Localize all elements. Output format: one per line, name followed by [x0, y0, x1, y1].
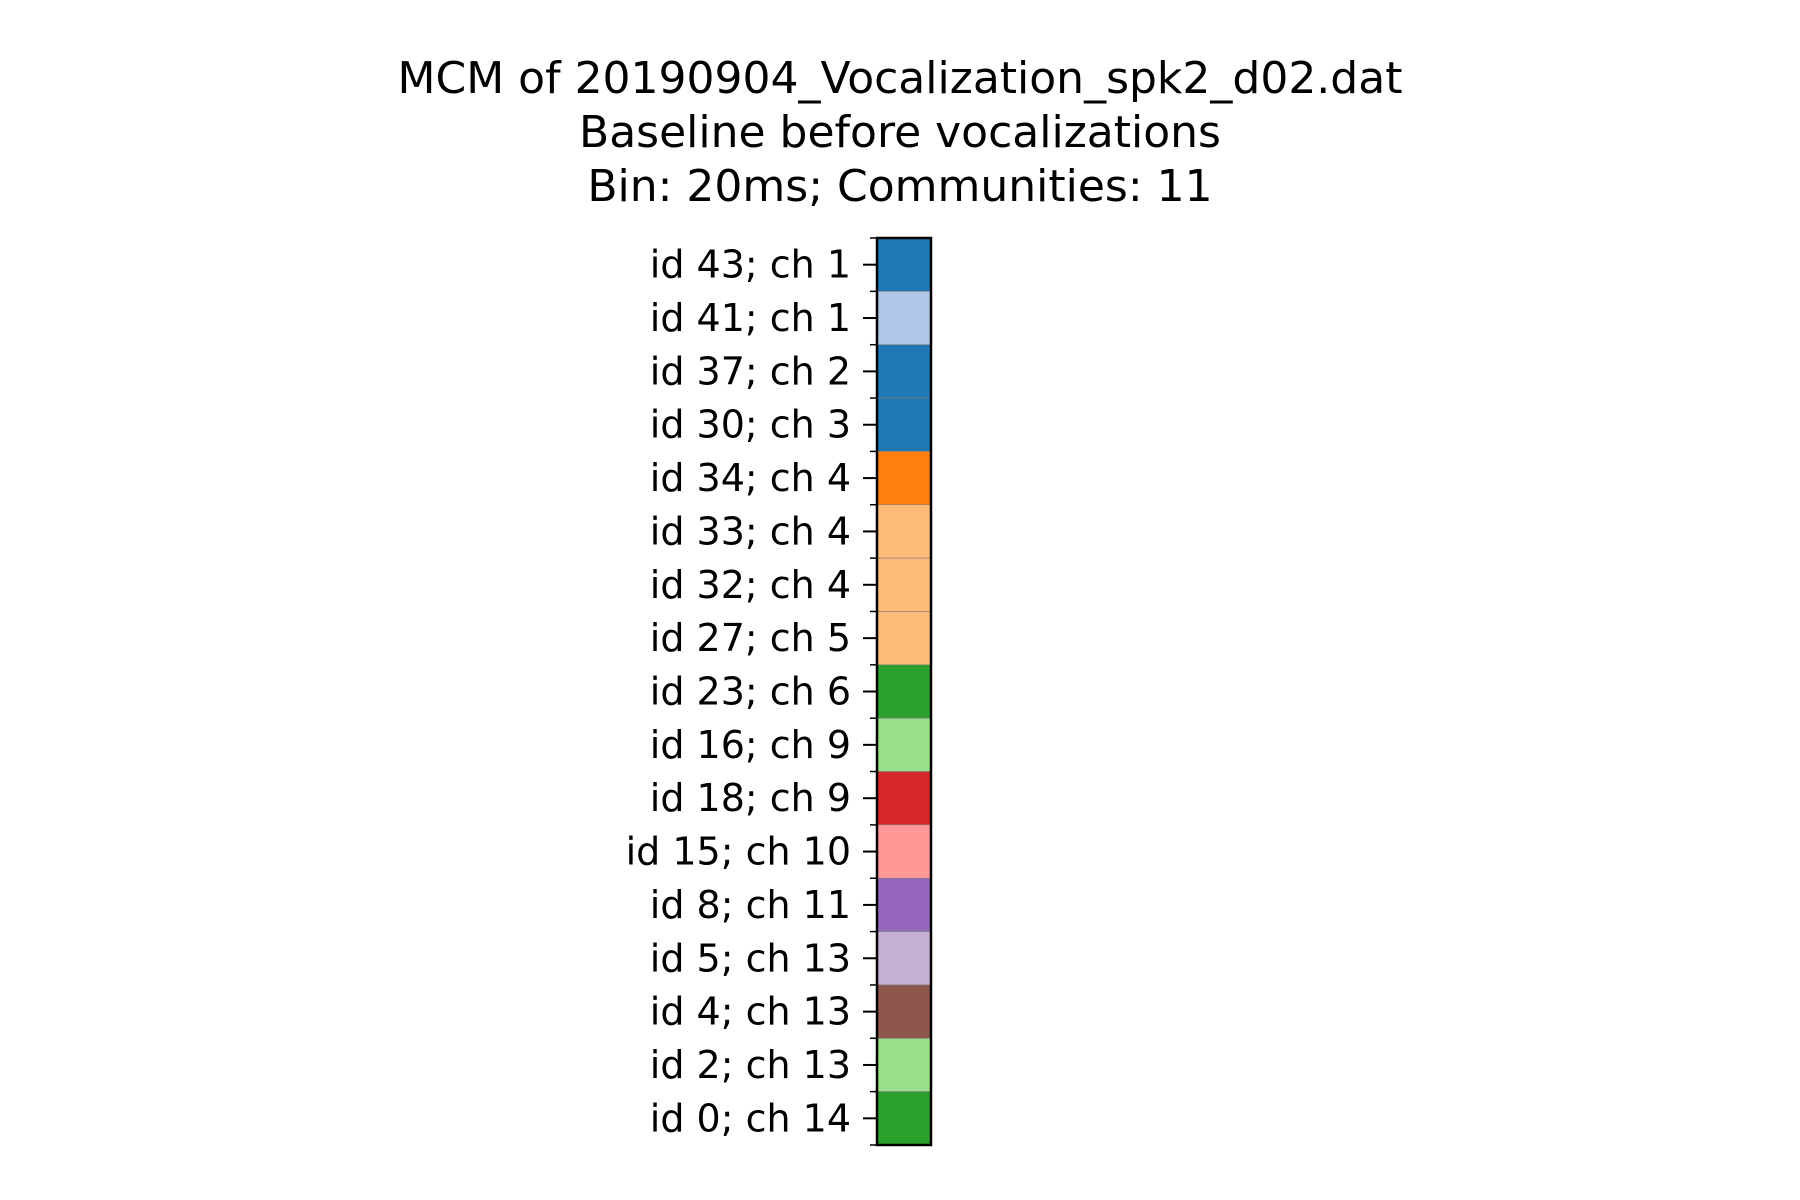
chart-title-block: MCM of 20190904_Vocalization_spk2_d02.da… — [0, 52, 1800, 214]
community-cell — [876, 504, 932, 559]
y-tick-label: id 27; ch 5 — [650, 616, 851, 660]
chart-title: MCM of 20190904_Vocalization_spk2_d02.da… — [397, 53, 1403, 104]
community-cell — [876, 664, 932, 719]
community-cell — [876, 931, 932, 986]
y-tick-label: id 5; ch 13 — [650, 936, 851, 980]
y-tick-label: id 41; ch 1 — [650, 296, 851, 340]
community-cell — [876, 611, 932, 666]
chart-subtitle: Baseline before vocalizations — [579, 107, 1221, 158]
community-cell — [876, 984, 932, 1039]
y-tick-label: id 43; ch 1 — [650, 243, 851, 287]
community-cell — [876, 1091, 932, 1146]
community-cells — [876, 237, 932, 1146]
community-cell — [876, 291, 932, 346]
y-axis-ticks — [863, 237, 877, 1146]
y-tick-label: id 15; ch 10 — [626, 830, 851, 874]
community-cell — [876, 397, 932, 452]
y-axis-tick-labels: id 43; ch 1 id 41; ch 1 id 37; ch 2 id 30; … — [626, 243, 851, 1141]
y-tick-label: id 23; ch 6 — [650, 670, 851, 714]
plot-frame — [875, 236, 933, 1147]
y-tick-label: id 16; ch 9 — [650, 723, 851, 767]
y-tick-label: id 8; ch 11 — [650, 883, 851, 927]
y-tick-label: id 37; ch 2 — [650, 349, 851, 393]
y-tick-label: id 4; ch 13 — [650, 990, 851, 1034]
community-cell — [876, 717, 932, 772]
y-tick-label: id 0; ch 14 — [650, 1096, 851, 1140]
y-tick-label: id 34; ch 4 — [650, 456, 851, 500]
chart-subtitle-bin-communities: Bin: 20ms; Communities: 11 — [587, 161, 1213, 212]
community-cell — [876, 344, 932, 399]
y-tick-label: id 33; ch 4 — [650, 509, 851, 553]
y-tick-label: id 30; ch 3 — [650, 403, 851, 447]
y-tick-label: id 2; ch 13 — [650, 1043, 851, 1087]
community-cell — [876, 557, 932, 612]
y-tick-label: id 18; ch 9 — [650, 776, 851, 820]
community-cell — [876, 824, 932, 879]
y-tick-label: id 32; ch 4 — [650, 563, 851, 607]
community-cell — [876, 771, 932, 826]
community-cell — [876, 451, 932, 506]
community-cell — [876, 1037, 932, 1092]
community-cell — [876, 237, 932, 292]
community-cell — [876, 877, 932, 932]
